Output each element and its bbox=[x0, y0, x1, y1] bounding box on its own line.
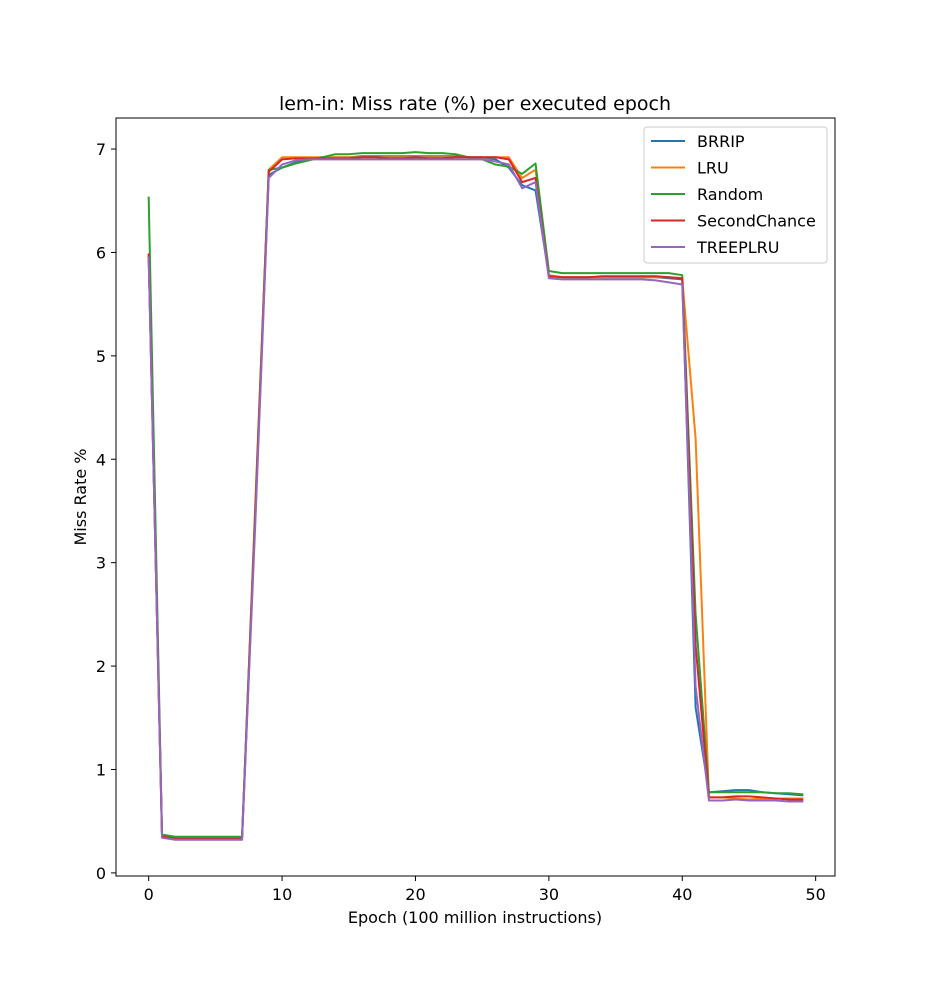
y-axis-ticks: 0 1 2 3 4 5 6 7 bbox=[96, 140, 116, 883]
legend-label-lru: LRU bbox=[697, 159, 729, 178]
plot-frame bbox=[115, 117, 836, 877]
series-line-treeplru bbox=[147, 158, 804, 841]
y-tick-label: 5 bbox=[96, 347, 106, 366]
legend-box bbox=[643, 126, 828, 264]
y-tick-label: 6 bbox=[96, 243, 106, 262]
x-axis-label: Epoch (100 million instructions) bbox=[348, 908, 602, 927]
chart-title: lem-in: Miss rate (%) per executed epoch bbox=[279, 93, 671, 115]
legend-label-random: Random bbox=[697, 185, 763, 204]
legend: BRRIP LRU Random SecondChance TREEPLRU bbox=[643, 126, 828, 264]
x-tick-label: 10 bbox=[272, 885, 292, 904]
legend-label-brrip: BRRIP bbox=[697, 132, 745, 151]
x-tick-label: 20 bbox=[405, 885, 425, 904]
x-tick-label: 50 bbox=[805, 885, 825, 904]
y-tick-label: 1 bbox=[96, 760, 106, 779]
y-tick-label: 3 bbox=[96, 554, 106, 573]
plot-lines bbox=[147, 151, 804, 841]
legend-label-secondchance: SecondChance bbox=[697, 212, 816, 231]
y-tick-label: 0 bbox=[96, 864, 106, 883]
x-axis-ticks: 0 10 20 30 40 50 bbox=[144, 876, 826, 904]
legend-label-treeplru: TREEPLRU bbox=[696, 238, 780, 257]
x-tick-label: 40 bbox=[672, 885, 692, 904]
y-axis-label: Miss Rate % bbox=[71, 449, 90, 546]
y-tick-label: 4 bbox=[96, 450, 106, 469]
x-tick-label: 0 bbox=[144, 885, 154, 904]
x-tick-label: 30 bbox=[539, 885, 559, 904]
y-tick-label: 7 bbox=[96, 140, 106, 159]
y-tick-label: 2 bbox=[96, 657, 106, 676]
